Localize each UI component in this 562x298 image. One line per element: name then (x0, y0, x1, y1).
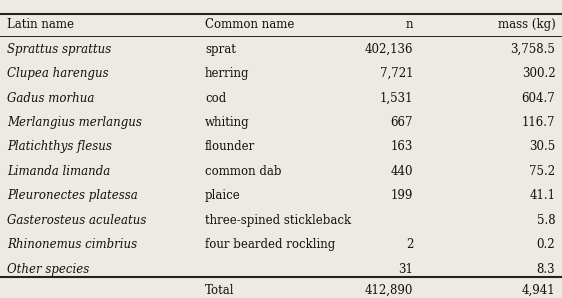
Text: 75.2: 75.2 (529, 165, 555, 178)
Text: Gadus morhua: Gadus morhua (7, 91, 94, 105)
Text: Rhinonemus cimbrius: Rhinonemus cimbrius (7, 238, 137, 251)
Text: 2: 2 (406, 238, 413, 251)
Text: 3,758.5: 3,758.5 (510, 43, 555, 56)
Text: 8.3: 8.3 (537, 263, 555, 276)
Text: cod: cod (205, 91, 226, 105)
Text: flounder: flounder (205, 140, 255, 153)
Text: common dab: common dab (205, 165, 282, 178)
Text: 163: 163 (391, 140, 413, 153)
Text: herring: herring (205, 67, 250, 80)
Text: 402,136: 402,136 (365, 43, 413, 56)
Text: Other species: Other species (7, 263, 89, 276)
Text: plaice: plaice (205, 189, 241, 202)
Text: 30.5: 30.5 (529, 140, 555, 153)
Text: whiting: whiting (205, 116, 250, 129)
Text: Sprattus sprattus: Sprattus sprattus (7, 43, 111, 56)
Text: 199: 199 (391, 189, 413, 202)
Text: 667: 667 (391, 116, 413, 129)
Text: four bearded rockling: four bearded rockling (205, 238, 336, 251)
Text: Merlangius merlangus: Merlangius merlangus (7, 116, 142, 129)
Text: 412,890: 412,890 (365, 284, 413, 297)
Text: 4,941: 4,941 (522, 284, 555, 297)
Text: 604.7: 604.7 (522, 91, 555, 105)
Text: Common name: Common name (205, 18, 294, 31)
Text: 7,721: 7,721 (379, 67, 413, 80)
Text: 116.7: 116.7 (522, 116, 555, 129)
Text: 31: 31 (398, 263, 413, 276)
Text: Total: Total (205, 284, 234, 297)
Text: 0.2: 0.2 (537, 238, 555, 251)
Text: mass (kg): mass (kg) (497, 18, 555, 31)
Text: 5.8: 5.8 (537, 214, 555, 227)
Text: 440: 440 (391, 165, 413, 178)
Text: three-spined stickleback: three-spined stickleback (205, 214, 351, 227)
Text: 300.2: 300.2 (522, 67, 555, 80)
Text: Latin name: Latin name (7, 18, 74, 31)
Text: Platichthys flesus: Platichthys flesus (7, 140, 112, 153)
Text: Clupea harengus: Clupea harengus (7, 67, 108, 80)
Text: 41.1: 41.1 (529, 189, 555, 202)
Text: Limanda limanda: Limanda limanda (7, 165, 110, 178)
Text: 1,531: 1,531 (379, 91, 413, 105)
Text: Pleuronectes platessa: Pleuronectes platessa (7, 189, 138, 202)
Text: Gasterosteus aculeatus: Gasterosteus aculeatus (7, 214, 146, 227)
Text: n: n (406, 18, 413, 31)
Text: sprat: sprat (205, 43, 236, 56)
